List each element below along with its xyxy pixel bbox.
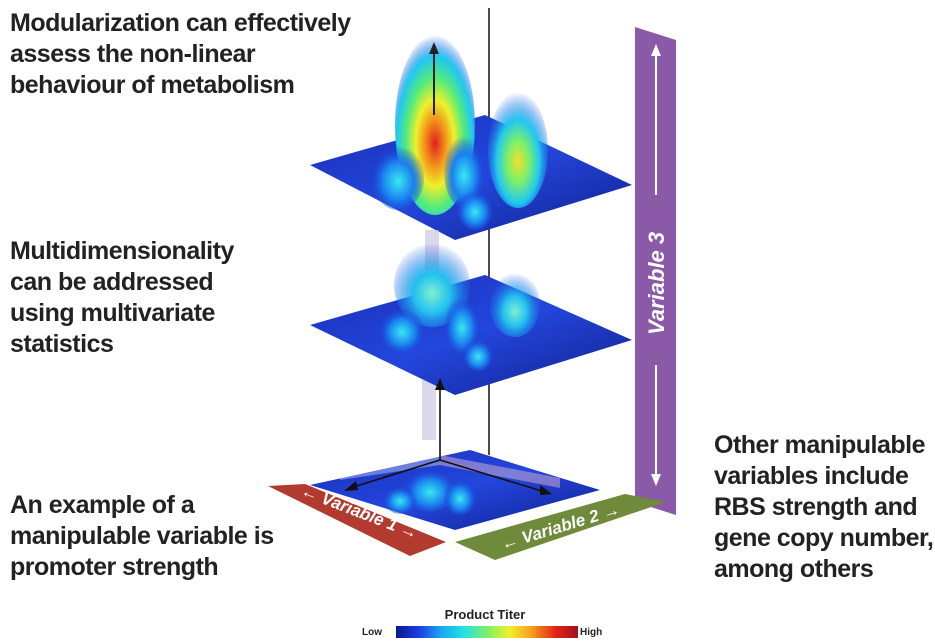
surface-plane-bottom	[310, 378, 600, 530]
legend-title: Product Titer	[444, 607, 526, 622]
caption-line: assess the non-linear	[10, 40, 256, 68]
caption-modularization: Modularization can effectively assess th…	[10, 8, 351, 101]
legend-colorbar	[396, 626, 578, 638]
caption-line: behaviour of metabolism	[10, 71, 295, 99]
variable-3-label: Variable 3	[644, 232, 669, 335]
caption-line: gene copy number,	[714, 524, 934, 552]
caption-line: Modularization can effectively	[10, 9, 351, 37]
caption-line: Other manipulable	[714, 431, 925, 459]
caption-example-variable: An example of a manipulable variable is …	[10, 490, 274, 583]
surface-plane-middle	[310, 243, 632, 395]
caption-line: manipulable variable is	[10, 522, 274, 550]
caption-line: An example of a	[10, 491, 195, 519]
caption-line: variables include	[714, 462, 909, 490]
variable-3-axis: Variable 3	[635, 27, 676, 515]
caption-line: among others	[714, 555, 874, 583]
caption-line: using multivariate	[10, 299, 215, 327]
caption-other-variables: Other manipulable variables include RBS …	[714, 430, 934, 585]
caption-line: Multidimensionality	[10, 237, 234, 265]
legend-high-label: High	[580, 627, 603, 638]
surface-plane-top	[310, 35, 632, 240]
caption-line: can be addressed	[10, 268, 214, 296]
caption-line: statistics	[10, 330, 114, 358]
legend-low-label: Low	[362, 627, 382, 638]
caption-line: RBS strength and	[714, 493, 918, 521]
caption-multidimensionality: Multidimensionality can be addressed usi…	[10, 236, 234, 360]
caption-line: promoter strength	[10, 553, 219, 581]
